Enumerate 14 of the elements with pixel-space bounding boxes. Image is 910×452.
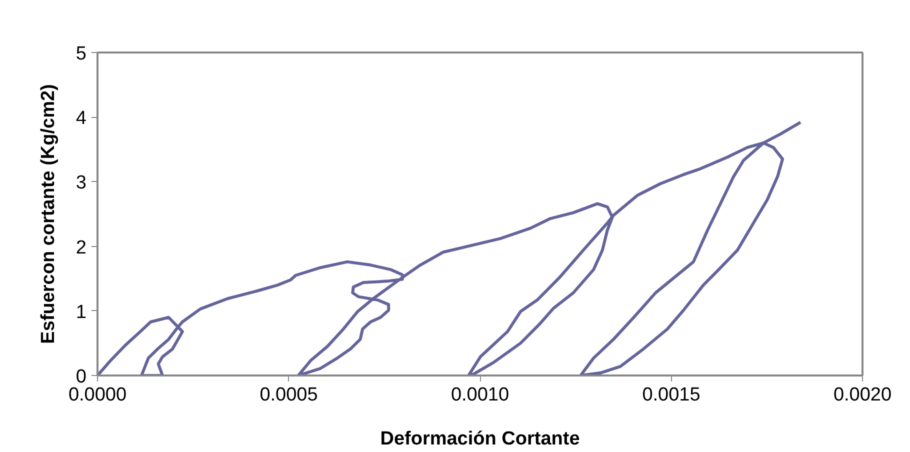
y-tick-label: 3 — [76, 172, 87, 194]
y-axis-title: Esfuercon cortante (Kg/cm2) — [38, 84, 59, 344]
x-tick-label: 0.0010 — [450, 384, 510, 406]
y-tick-label: 1 — [76, 302, 87, 323]
line-series — [98, 120, 802, 376]
y-tick-label: 2 — [76, 237, 87, 258]
x-tick-label: 0.0015 — [642, 384, 700, 406]
x-tick-label: 0.0005 — [260, 384, 318, 406]
x-tick-label: 0.0000 — [68, 384, 127, 406]
y-tick-label: 5 — [76, 44, 87, 64]
y-tick-label: 4 — [76, 108, 87, 130]
x-axis-title: Deformación Cortante — [380, 428, 580, 450]
x-tick-label: 0.0020 — [833, 384, 892, 406]
y-tick-label: 0 — [76, 366, 87, 388]
